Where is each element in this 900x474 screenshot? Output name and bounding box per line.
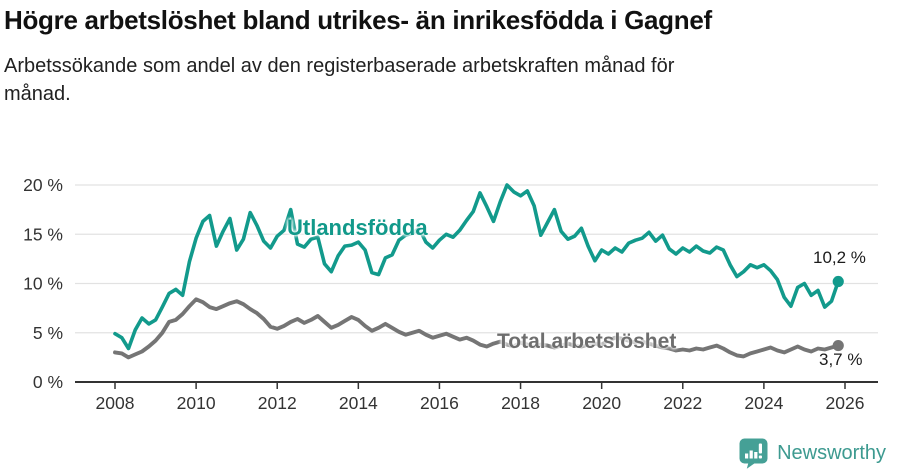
y-tick-label: 5 %: [33, 323, 63, 343]
end-value-label-total: 3,7 %: [819, 350, 863, 369]
x-tick-label: 2020: [582, 393, 621, 413]
x-tick-label: 2008: [96, 393, 135, 413]
x-tick-label: 2010: [177, 393, 216, 413]
newsworthy-brand-text: Newsworthy: [777, 442, 886, 464]
x-tick-label: 2016: [420, 393, 459, 413]
y-tick-label: 15 %: [23, 224, 63, 244]
x-tick-label: 2018: [501, 393, 540, 413]
series-line-utlandsfodda: [113, 183, 840, 351]
series-line-total: [113, 297, 841, 360]
newsworthy-logo: Newsworthy: [739, 438, 886, 469]
y-tick-label: 10 %: [23, 274, 63, 294]
chart-header: Högre arbetslöshet bland utrikes- än inr…: [4, 5, 896, 108]
y-tick-label: 20 %: [23, 175, 63, 195]
series-label-total: Total arbetslöshet: [497, 330, 677, 353]
x-tick-label: 2026: [826, 393, 865, 413]
series-end-dot-total: [832, 339, 844, 352]
series-end-dot-utlandsfodda: [832, 275, 844, 288]
x-tick-label: 2014: [339, 393, 378, 413]
page-title: Högre arbetslöshet bland utrikes- än inr…: [4, 5, 712, 35]
bar-chart-speech-bubble-icon: [739, 438, 768, 469]
end-value-label-utlandsfodda: 10,2 %: [813, 248, 866, 267]
x-tick-label: 2022: [663, 393, 702, 413]
page-subtitle: Arbetssökande som andel av den registerb…: [4, 54, 675, 105]
x-tick-label: 2012: [258, 393, 297, 413]
y-tick-label: 0 %: [33, 372, 63, 392]
x-tick-label: 2024: [744, 393, 783, 413]
series-label-utlandsfodda: Utlandsfödda: [287, 215, 428, 240]
